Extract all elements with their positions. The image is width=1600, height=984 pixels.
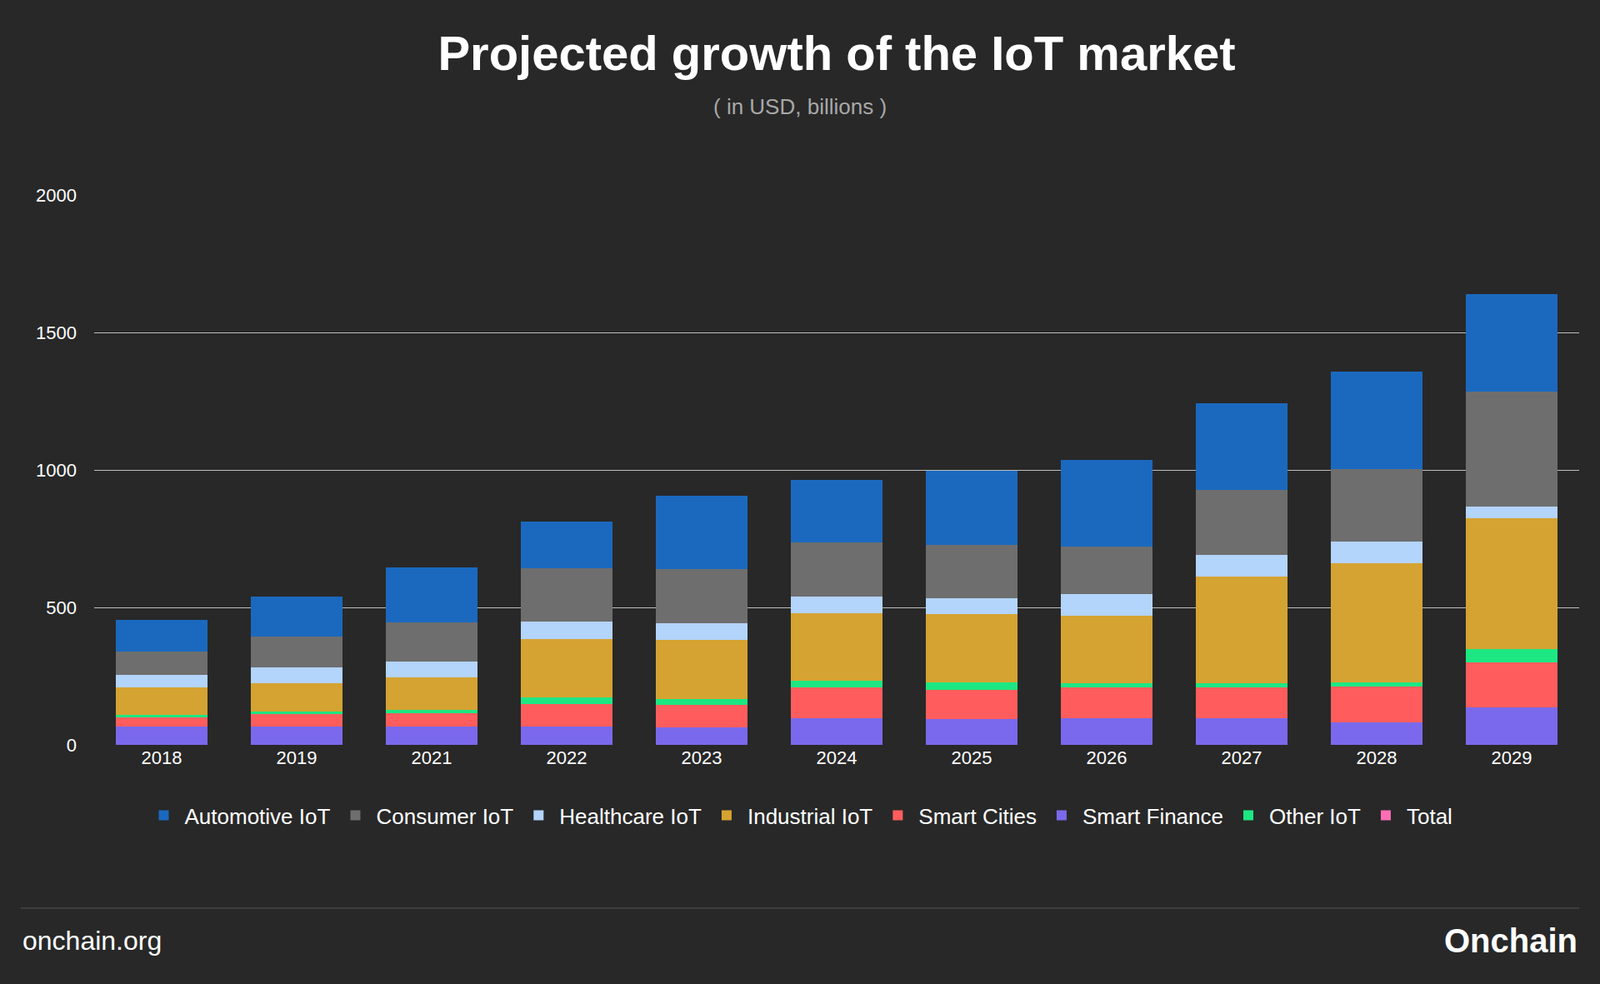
svg-text:Total: Total — [1406, 804, 1453, 830]
svg-text:2000: 2000 — [35, 185, 77, 206]
svg-text:Onchain: Onchain — [1444, 922, 1578, 960]
svg-text:Projected growth of the IoT ma: Projected growth of the IoT market — [437, 25, 1235, 80]
svg-text:1500: 1500 — [35, 322, 77, 344]
svg-text:2018: 2018 — [141, 747, 183, 769]
svg-text:2027: 2027 — [1221, 747, 1263, 769]
svg-text:Smart Finance: Smart Finance — [1082, 804, 1224, 830]
svg-text:0: 0 — [66, 735, 77, 756]
svg-text:1000: 1000 — [35, 460, 77, 481]
svg-text:Consumer IoT: Consumer IoT — [375, 804, 514, 830]
svg-text:Industrial IoT: Industrial IoT — [747, 804, 873, 830]
svg-text:onchain.org: onchain.org — [22, 925, 162, 956]
svg-text:2026: 2026 — [1086, 747, 1128, 769]
svg-text:2022: 2022 — [546, 747, 588, 769]
svg-text:2024: 2024 — [816, 747, 858, 769]
svg-text:Other IoT: Other IoT — [1269, 804, 1361, 830]
svg-text:2021: 2021 — [411, 747, 453, 769]
svg-text:2019: 2019 — [276, 747, 318, 769]
svg-text:2025: 2025 — [951, 747, 993, 769]
svg-text:2028: 2028 — [1356, 747, 1398, 769]
svg-text:Healthcare IoT: Healthcare IoT — [559, 804, 702, 830]
svg-text:2023: 2023 — [681, 747, 723, 769]
svg-text:Smart Cities: Smart Cities — [918, 804, 1037, 830]
svg-text:500: 500 — [45, 597, 77, 619]
svg-text:( in USD, billions ): ( in USD, billions ) — [713, 94, 887, 120]
svg-text:2029: 2029 — [1491, 747, 1533, 769]
svg-text:Automotive IoT: Automotive IoT — [185, 804, 331, 830]
